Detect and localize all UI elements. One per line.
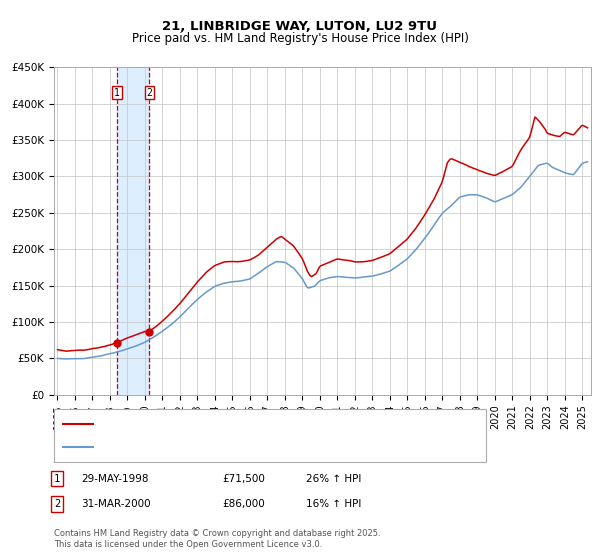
Text: 29-MAY-1998: 29-MAY-1998 (81, 474, 149, 484)
Text: 1: 1 (114, 88, 120, 97)
Text: 31-MAR-2000: 31-MAR-2000 (81, 499, 151, 509)
Text: £71,500: £71,500 (222, 474, 265, 484)
Text: Contains HM Land Registry data © Crown copyright and database right 2025.
This d: Contains HM Land Registry data © Crown c… (54, 529, 380, 549)
Text: Price paid vs. HM Land Registry's House Price Index (HPI): Price paid vs. HM Land Registry's House … (131, 32, 469, 45)
Text: £86,000: £86,000 (222, 499, 265, 509)
Text: 16% ↑ HPI: 16% ↑ HPI (306, 499, 361, 509)
Text: 21, LINBRIDGE WAY, LUTON, LU2 9TU: 21, LINBRIDGE WAY, LUTON, LU2 9TU (163, 20, 437, 32)
Text: 21, LINBRIDGE WAY, LUTON, LU2 9TU (semi-detached house): 21, LINBRIDGE WAY, LUTON, LU2 9TU (semi-… (99, 419, 403, 429)
Text: HPI: Average price, semi-detached house, Luton: HPI: Average price, semi-detached house,… (99, 442, 339, 452)
Text: 26% ↑ HPI: 26% ↑ HPI (306, 474, 361, 484)
Text: 2: 2 (54, 499, 60, 509)
Text: 1: 1 (54, 474, 60, 484)
Bar (117, 67, 149, 395)
Text: 2: 2 (146, 88, 152, 97)
